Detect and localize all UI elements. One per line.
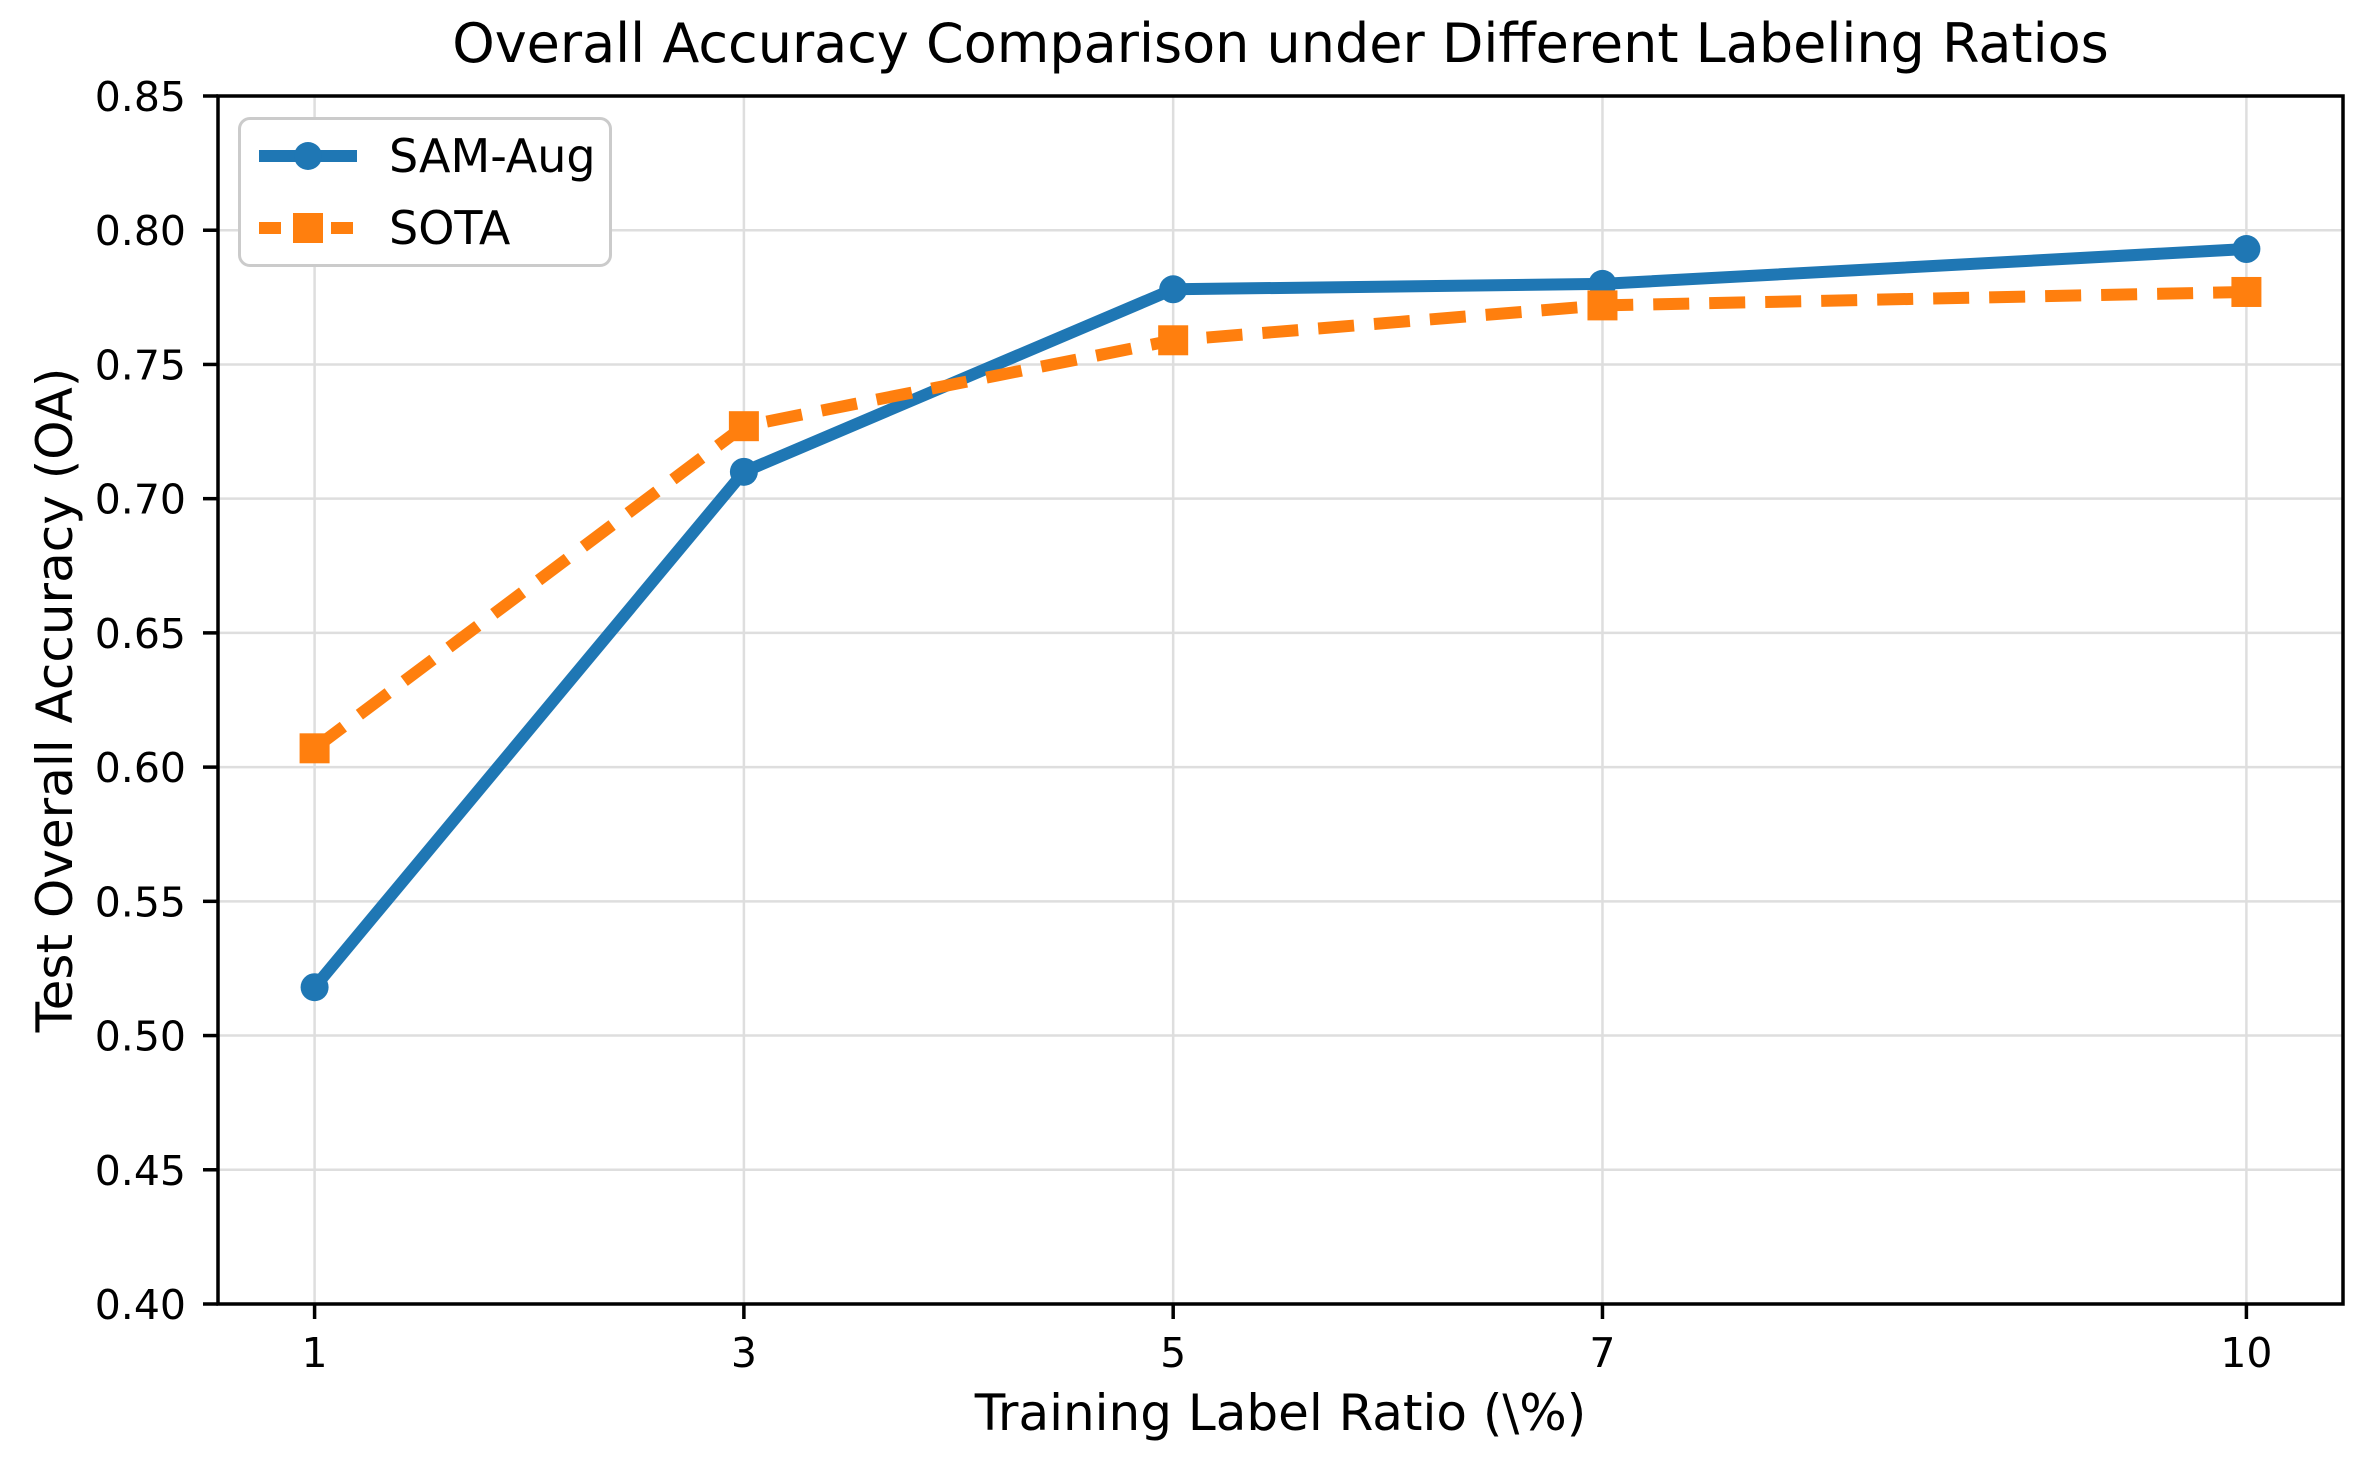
chart-title: Overall Accuracy Comparison under Differ… (452, 12, 2109, 75)
svg-text:0.60: 0.60 (95, 744, 186, 792)
legend: SAM-Aug SOTA (238, 117, 612, 267)
svg-text:0.50: 0.50 (95, 1013, 186, 1061)
legend-sample-dashed-square-icon (259, 213, 357, 243)
legend-label-sam-aug: SAM-Aug (389, 129, 596, 183)
svg-text:10: 10 (2220, 1329, 2272, 1377)
svg-text:0.80: 0.80 (95, 207, 186, 255)
svg-text:7: 7 (1589, 1329, 1615, 1377)
svg-text:1: 1 (302, 1329, 328, 1377)
legend-label-sota: SOTA (389, 201, 511, 255)
svg-text:0.45: 0.45 (95, 1147, 186, 1195)
svg-text:0.65: 0.65 (95, 610, 186, 658)
x-axis-label: Training Label Ratio (\%) (974, 1384, 1587, 1442)
svg-text:0.40: 0.40 (95, 1281, 186, 1329)
legend-item-sota: SOTA (253, 203, 609, 253)
svg-text:5: 5 (1160, 1329, 1186, 1377)
svg-text:0.85: 0.85 (95, 73, 186, 121)
y-axis-label: Test Overall Accuracy (OA) (26, 367, 84, 1033)
legend-item-sam-aug: SAM-Aug (253, 131, 609, 181)
svg-text:0.70: 0.70 (95, 476, 186, 524)
legend-sample-solid-circle-icon (259, 142, 357, 170)
svg-text:0.75: 0.75 (95, 341, 186, 389)
svg-text:3: 3 (731, 1329, 757, 1377)
svg-text:0.55: 0.55 (95, 878, 186, 926)
